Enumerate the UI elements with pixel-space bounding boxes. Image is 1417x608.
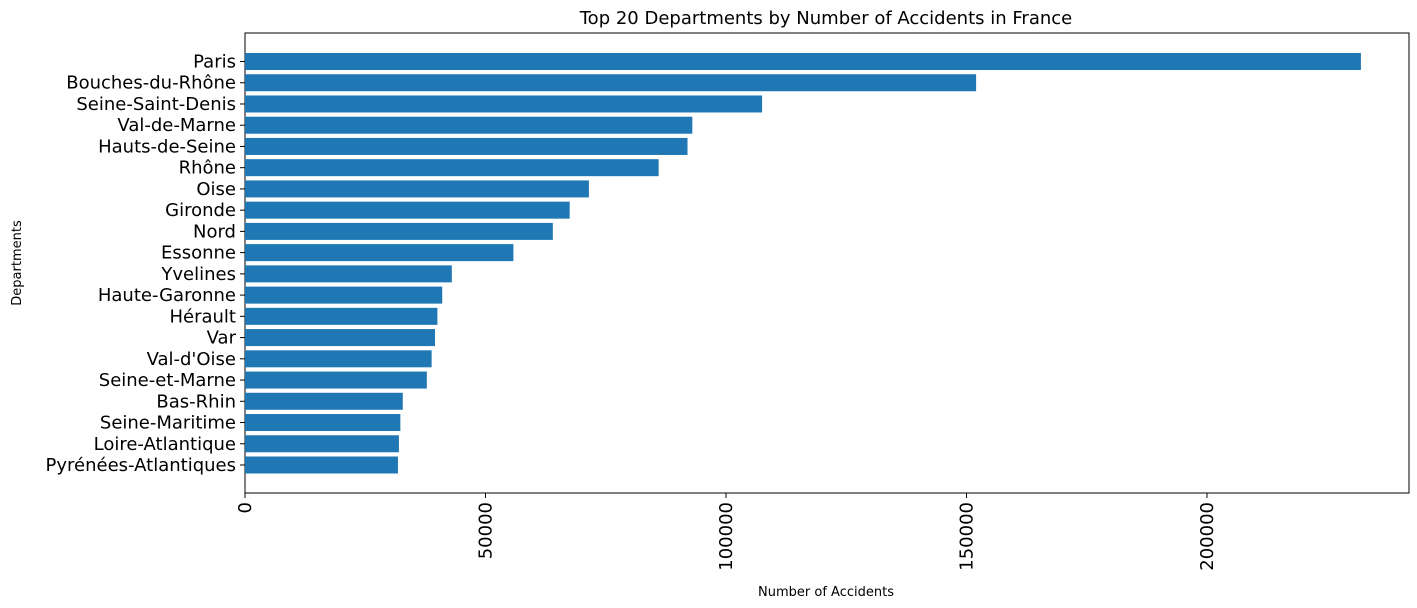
y-tick-label: Val-d'Oise <box>147 349 236 370</box>
bars-group <box>245 53 1361 474</box>
bar-17 <box>245 414 401 432</box>
chart-title: Top 20 Departments by Number of Accident… <box>579 8 1073 29</box>
y-tick-label: Paris <box>193 52 236 73</box>
y-tick-label: Seine-Saint-Denis <box>76 94 236 115</box>
bar-4 <box>245 137 688 155</box>
y-tick-label: Hérault <box>169 306 236 327</box>
bar-11 <box>245 286 443 304</box>
y-tick-label: Var <box>207 328 237 349</box>
bar-1 <box>245 74 977 92</box>
y-tick-label: Bouches-du-Rhône <box>66 73 236 94</box>
plot-area-frame <box>244 32 1410 494</box>
x-tick-label: 50000 <box>475 502 496 559</box>
y-tick-label: Seine-Maritime <box>100 413 236 434</box>
bar-18 <box>245 435 399 453</box>
y-tick-label: Yvelines <box>160 264 236 285</box>
y-tick-label: Pyrénées-Atlantiques <box>46 455 236 476</box>
x-tick-label: 100000 <box>716 502 737 571</box>
x-tick-label: 150000 <box>956 502 977 571</box>
bar-0 <box>245 53 1361 70</box>
y-axis-label: Departments <box>10 220 25 306</box>
y-tick-label: Bas-Rhin <box>156 391 236 412</box>
y-tick-label: Rhône <box>179 158 236 179</box>
x-tick-label: 200000 <box>1197 502 1218 571</box>
bar-5 <box>245 159 659 177</box>
bar-8 <box>245 222 553 240</box>
bar-19 <box>245 456 398 474</box>
y-tick-label: Oise <box>196 179 236 200</box>
y-tick-label: Essonne <box>161 243 236 264</box>
y-tick-label: Seine-et-Marne <box>99 370 236 391</box>
bar-2 <box>245 95 763 113</box>
bar-15 <box>245 371 427 389</box>
y-tick-label: Haute-Garonne <box>98 285 236 306</box>
bar-9 <box>245 244 514 262</box>
bar-10 <box>245 265 452 283</box>
bar-3 <box>245 116 693 134</box>
x-axis-label: Number of Accidents <box>758 585 894 600</box>
bar-12 <box>245 307 438 325</box>
bar-7 <box>245 201 570 219</box>
y-tick-labels: ParisBouches-du-RhôneSeine-Saint-DenisVa… <box>46 52 245 476</box>
y-tick-label: Nord <box>193 221 236 242</box>
bar-16 <box>245 392 403 410</box>
y-tick-label: Hauts-de-Seine <box>98 136 236 157</box>
x-tick-label: 0 <box>235 502 256 513</box>
y-tick-label: Gironde <box>165 200 236 221</box>
bar-13 <box>245 329 435 347</box>
y-tick-label: Val-de-Marne <box>117 115 236 136</box>
bar-14 <box>245 350 432 368</box>
x-ticks: 0 50000 100000 150000 200000 <box>235 493 1218 571</box>
y-tick-label: Loire-Atlantique <box>94 434 236 455</box>
bar-6 <box>245 180 589 198</box>
